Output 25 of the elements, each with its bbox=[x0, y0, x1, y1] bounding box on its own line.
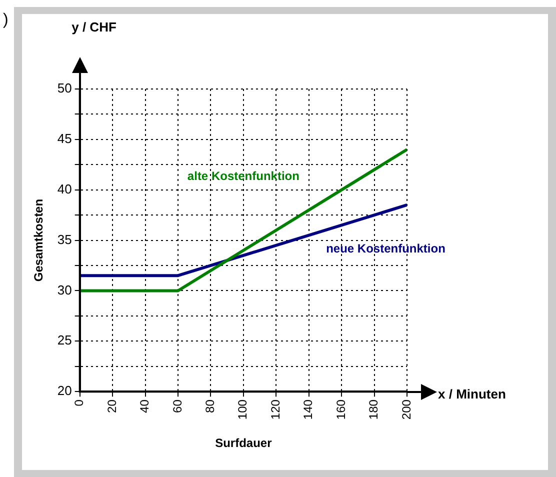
y-tick-label: 25 bbox=[57, 332, 72, 348]
series-label: neue Kostenfunktion bbox=[326, 242, 446, 256]
x-tick-label: 20 bbox=[104, 399, 119, 413]
x-tick-label: 100 bbox=[236, 399, 250, 420]
y-tick-label: 30 bbox=[57, 282, 72, 298]
text: alte Kostenfunktion bbox=[187, 169, 300, 184]
x-tick-label: 40 bbox=[138, 399, 152, 413]
x-tick-label: 160 bbox=[334, 399, 348, 420]
x-axis-title: Surfdauer bbox=[215, 436, 272, 450]
x-tick-label: 80 bbox=[203, 399, 218, 413]
x-tick-label: 120 bbox=[268, 399, 282, 420]
y-tick-label: 45 bbox=[57, 131, 72, 146]
text: ) bbox=[3, 11, 8, 28]
x-tick-label: 60 bbox=[170, 399, 184, 413]
y-axis-title: Gesamtkosten bbox=[32, 198, 46, 282]
x-tick-label: 0 bbox=[72, 399, 86, 406]
x-tick-label: 140 bbox=[301, 399, 316, 420]
text: x / Minuten bbox=[438, 386, 506, 402]
y-tick-label: 20 bbox=[57, 383, 72, 398]
y-tick-label: 40 bbox=[57, 181, 72, 196]
text: y / CHF bbox=[72, 20, 116, 35]
y-tick-label: 35 bbox=[57, 232, 72, 247]
y-tick-label: 50 bbox=[57, 80, 72, 96]
x-tick-label: 180 bbox=[366, 399, 381, 420]
x-tick-label: 200 bbox=[399, 399, 414, 420]
